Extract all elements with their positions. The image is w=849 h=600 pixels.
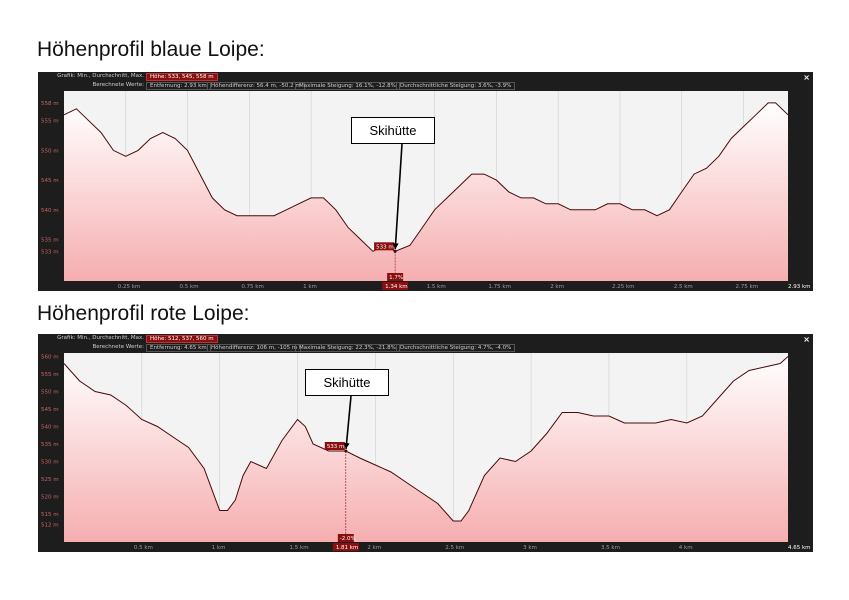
height-diff-stat: Höhendifferenz: 56.4 m, -50.2 m bbox=[207, 82, 305, 90]
y-tick-label: 530 m bbox=[41, 460, 59, 466]
cursor-distance-label: 1.81 km bbox=[336, 545, 359, 551]
max-slope-stat: Maximale Steigung: 16.1%, -12.8% bbox=[295, 82, 400, 90]
elevation-line bbox=[63, 356, 789, 522]
y-tick-label: 550 m bbox=[41, 148, 59, 154]
elevation-area bbox=[64, 102, 788, 282]
x-tick-label: 1.5 km bbox=[427, 284, 446, 290]
x-tick-label: 3 km bbox=[523, 545, 537, 551]
cursor-distance-label: 1.34 km bbox=[385, 284, 408, 290]
y-tick-label: 555 m bbox=[41, 119, 59, 125]
cursor-slope-label: -2.0% bbox=[340, 536, 356, 542]
x-tick-label: 0.5 km bbox=[134, 545, 153, 551]
y-tick-label: 515 m bbox=[41, 512, 59, 518]
x-tick-label: 0.75 km bbox=[241, 284, 264, 290]
heading-blaue-loipe: Höhenprofil blaue Loipe: bbox=[37, 38, 265, 61]
avg-slope-stat: Durchschnittliche Steigung: 4.7%, -4.0% bbox=[396, 344, 516, 352]
annotation-arrow-head bbox=[343, 442, 350, 450]
x-tick-label: 0.25 km bbox=[118, 284, 141, 290]
annotation-arrow bbox=[394, 143, 403, 250]
distance-stat: Entfernung: 4.65 km bbox=[146, 344, 211, 352]
grafik-label: Grafik: Min., Durchschnitt, Max. bbox=[57, 335, 144, 341]
x-tick-label: 1.75 km bbox=[488, 284, 511, 290]
cursor-height-box bbox=[374, 242, 395, 251]
x-tick-label: 2.5 km bbox=[674, 284, 693, 290]
heading-rote-loipe: Höhenprofil rote Loipe: bbox=[37, 302, 250, 325]
y-tick-label: 558 m bbox=[41, 101, 59, 107]
y-tick-label: 555 m bbox=[41, 372, 59, 378]
stats-header: Grafik: Min., Durchschnitt, Max. Höhe: 5… bbox=[38, 72, 813, 92]
distance-stat: Entfernung: 2.93 km bbox=[146, 82, 211, 90]
y-tick-label: 535 m bbox=[41, 442, 59, 448]
elevation-profile-red: 560 m 555 m 550 m 545 m 540 m 535 m 530 m 525 m… bbox=[38, 334, 813, 552]
cursor-height-label: 533 m bbox=[327, 444, 345, 450]
elevation-profile-blue: 558 m 555 m 550 m 545 m 540 m 535 m 533 m 0.25 … bbox=[38, 72, 813, 291]
x-tick-label: 2 km bbox=[550, 284, 564, 290]
x-tick-label: 1 km bbox=[212, 545, 226, 551]
height-diff-stat: Höhendifferenz: 106 m, -105 m bbox=[207, 344, 302, 352]
cursor-height-label: 533 m bbox=[376, 244, 394, 250]
x-tick-label: 3.5 km bbox=[601, 545, 620, 551]
y-tick-label: 560 m bbox=[41, 355, 59, 361]
y-tick-label: 540 m bbox=[41, 208, 59, 214]
cursor-point bbox=[393, 249, 397, 253]
y-tick-label: 520 m bbox=[41, 495, 59, 501]
close-icon[interactable]: × bbox=[803, 73, 810, 82]
height-stats: Höhe: 512, 537, 560 m bbox=[146, 335, 218, 343]
x-tick-label: 2.75 km bbox=[736, 284, 759, 290]
close-icon[interactable]: × bbox=[803, 335, 810, 344]
y-tick-label: 545 m bbox=[41, 407, 59, 413]
skihuette-annotation: Skihütte bbox=[305, 369, 389, 396]
annotation-arrow bbox=[345, 395, 352, 450]
y-tick-label: 545 m bbox=[41, 178, 59, 184]
x-tick-label: 0.5 km bbox=[180, 284, 199, 290]
x-tick-label: 2 km bbox=[367, 545, 381, 551]
elevation-area bbox=[64, 356, 788, 542]
skihuette-annotation: Skihütte bbox=[351, 117, 435, 144]
cursor-point bbox=[344, 449, 348, 453]
y-tick-label: 512 m bbox=[41, 523, 59, 529]
avg-slope-stat: Durchschnittliche Steigung: 3.6%, -3.9% bbox=[396, 82, 516, 90]
x-tick-label: 2.25 km bbox=[612, 284, 635, 290]
cursor-slope-box bbox=[337, 534, 354, 542]
y-tick-label: 533 m bbox=[41, 249, 59, 255]
annotation-arrow-head bbox=[392, 243, 399, 250]
x-tick-label: 1 km bbox=[303, 284, 317, 290]
cursor-slope-box bbox=[387, 273, 404, 281]
profile-chart-red[interactable]: 560 m 555 m 550 m 545 m 540 m 535 m 530 m 525 m… bbox=[38, 334, 813, 552]
y-tick-label: 550 m bbox=[41, 390, 59, 396]
computed-label: Berechnete Werte: bbox=[92, 344, 144, 350]
cursor-height-box bbox=[324, 442, 345, 450]
y-tick-label: 525 m bbox=[41, 477, 59, 483]
profile-chart-blue[interactable]: 558 m 555 m 550 m 545 m 540 m 535 m 533 m 0.25 … bbox=[38, 72, 813, 291]
elevation-line bbox=[63, 102, 789, 252]
cursor-distance-box bbox=[382, 282, 409, 290]
max-slope-stat: Maximale Steigung: 22.3%, -21.8% bbox=[295, 344, 400, 352]
y-tick-label: 540 m bbox=[41, 425, 59, 431]
x-tick-label: 2.5 km bbox=[445, 545, 464, 551]
computed-label: Berechnete Werte: bbox=[92, 82, 144, 88]
x-tick-label: 1.5 km bbox=[290, 545, 309, 551]
x-tick-label: 2.93 km bbox=[788, 284, 811, 290]
y-tick-label: 535 m bbox=[41, 237, 59, 243]
x-tick-label: 4.65 km bbox=[788, 545, 811, 551]
cursor-slope-label: 1.7% bbox=[389, 275, 403, 281]
height-stats: Höhe: 533, 545, 558 m bbox=[146, 73, 218, 81]
cursor-distance-box bbox=[332, 543, 359, 551]
x-tick-label: 4 km bbox=[679, 545, 693, 551]
grafik-label: Grafik: Min., Durchschnitt, Max. bbox=[57, 73, 144, 79]
stats-header: Grafik: Min., Durchschnitt, Max. Höhe: 5… bbox=[38, 334, 813, 354]
